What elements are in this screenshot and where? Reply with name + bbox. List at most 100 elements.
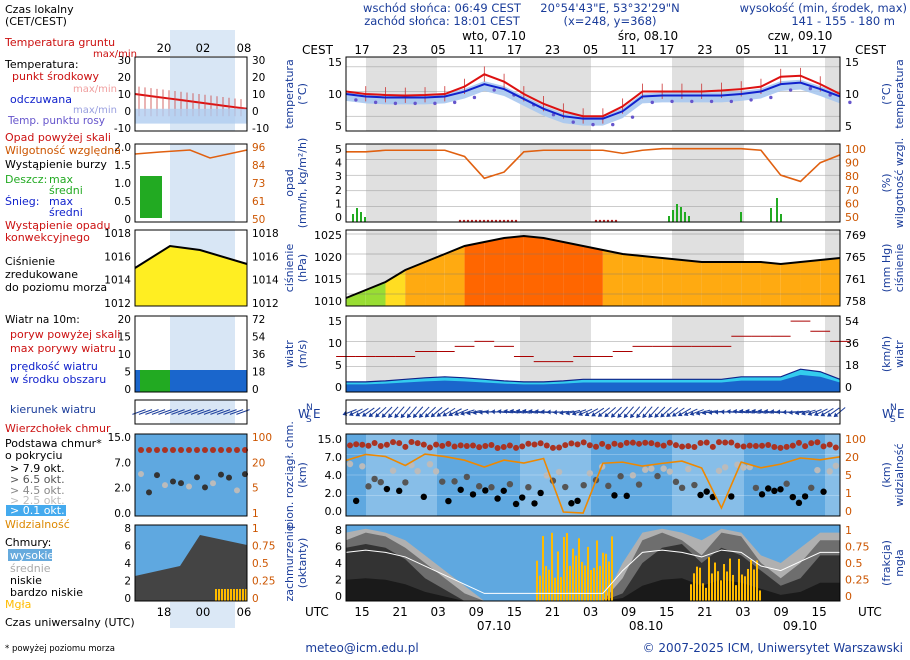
cloud-top-dot: [543, 442, 550, 449]
wind-arrow-head: [769, 409, 775, 415]
tick-right-cloud: 20: [845, 451, 859, 464]
side-label-right-cover: (frakcja) mgła: [880, 540, 906, 586]
mini-wind-arrow-shaft: [203, 409, 218, 415]
mini-wind-arrow: [171, 409, 185, 415]
legend-very-low: bardzo niskie: [10, 586, 83, 599]
cloud-top-dot: [728, 439, 735, 446]
mini-cloud-base-dot: [234, 487, 240, 494]
wind-arrow-head: [412, 413, 418, 419]
side-label-right-press: (mm Hg) ciśnienie: [880, 244, 906, 293]
wind-arrow: [604, 407, 616, 418]
top-hour-label: 17: [659, 43, 674, 57]
wind-arrow-head: [714, 409, 719, 415]
cloud-base-dot: [832, 462, 840, 469]
fog-bar: [584, 565, 586, 601]
legend-conv2: konwekcyjnego: [5, 231, 90, 244]
tick-left-wind: 5: [335, 359, 342, 372]
fog-bar: [587, 546, 589, 601]
wind-arrow-head: [672, 412, 677, 417]
side-label-right-cloud-1: (km): [880, 462, 893, 488]
wind-arrow-head: [515, 408, 521, 414]
cloud-base-dot: [801, 493, 809, 500]
tick-right-cover: 0: [845, 590, 852, 603]
dew-point-dot: [433, 101, 437, 106]
wind-arrow: [788, 409, 804, 415]
panel-frame-cover: [345, 524, 841, 602]
mini-cloud-base-dot: [186, 483, 192, 490]
mini-fog-bar: [233, 589, 235, 601]
cloud-top-dot: [414, 440, 421, 447]
tick-left-cloud: 7.0: [325, 451, 343, 464]
legend-pressure-2: zredukowane: [5, 268, 78, 281]
cloud-top-dot: [691, 443, 698, 450]
wind-arrow: [400, 406, 411, 419]
top-axis-tz: CEST: [302, 43, 334, 57]
mini-tick-right-precip: 96: [252, 142, 266, 154]
wind-arrow: [597, 407, 611, 417]
cloud-base-dot: [414, 467, 421, 475]
fog-bar: [714, 562, 716, 601]
legend-soil-temp: Temperatura gruntu: [4, 36, 115, 49]
wind-arrow-head: [355, 411, 361, 417]
rain-bar: [780, 214, 782, 222]
cloud-base-dot: [463, 473, 471, 481]
tick-right-wind: 36: [845, 337, 859, 350]
cloud-base-dot: [685, 465, 692, 473]
compass-e-right: E: [897, 407, 905, 421]
wind-arrow-head: [521, 408, 527, 414]
height-values: 141 - 155 - 180 m: [791, 14, 895, 28]
legend-okt-1: > 7.9 okt.: [10, 462, 65, 475]
wind-arrow-head: [472, 410, 477, 416]
cloud-base-dot: [519, 494, 526, 501]
panel-frame-precip: [345, 143, 841, 223]
bottom-axis-tz: UTC: [305, 605, 329, 619]
dew-point-dot: [452, 100, 457, 105]
wind-arrow: [571, 409, 587, 416]
dew-point-dot: [571, 120, 575, 124]
compass-w-left: W: [298, 407, 310, 421]
mini-tick-left-wind: 10: [118, 349, 131, 361]
wind-arrow-head: [478, 409, 483, 415]
legend-snow: Śnieg:: [5, 195, 39, 208]
cloud-base-dot: [715, 467, 723, 474]
frame-layer: [134, 56, 841, 602]
wind-arrow-head: [707, 409, 713, 415]
tick-right-cover: 1: [845, 524, 852, 537]
mini-fog-bar: [224, 589, 226, 601]
legend-mid-point: punkt środkowy: [12, 70, 100, 83]
mini-tick-left-press: 1018: [104, 228, 131, 240]
mini-tick-right-wind: 36: [252, 349, 266, 361]
side-label-left-cloud: pion. rozciągł. chm. (km): [283, 421, 309, 529]
mini-wind-arrow-shaft: [158, 409, 172, 415]
side-label-left-press-1: ciśnienie: [283, 244, 296, 293]
cloud-base-dot: [691, 481, 698, 489]
cloud-top-dot: [642, 439, 649, 446]
humidity-line: [346, 147, 841, 183]
wind-arrow: [349, 408, 363, 417]
legend-rain-mid: średni: [49, 184, 83, 197]
side-label-left-cover: zachmurzenie (oktanty): [283, 524, 309, 601]
cloud-base-dot: [574, 497, 581, 505]
mini-tick-right-cover: 1: [252, 523, 259, 535]
data-layer: [132, 66, 852, 601]
cloud-base-dot: [426, 460, 434, 468]
mini-frame-precip: [134, 143, 248, 223]
rain-bar: [364, 217, 366, 222]
fog-bar: [605, 553, 607, 601]
mini-tick-right-cover: 0: [252, 593, 259, 605]
footer-email[interactable]: meteo@icm.edu.pl: [305, 641, 418, 655]
wind-arrow: [636, 406, 647, 419]
rain-bar: [672, 210, 674, 222]
dew-point-dot: [670, 99, 674, 104]
tick-left-precip: 0: [335, 211, 342, 224]
tick-right-precip: 90: [845, 157, 859, 170]
tick-left-cover: 0: [335, 590, 342, 603]
tick-right-wind: 54: [845, 315, 859, 328]
mini-tick-right-press: 1012: [252, 298, 279, 310]
mini-wind-arrow: [203, 409, 218, 415]
cloud-base-dot: [383, 485, 391, 493]
pressure-fill: [602, 250, 623, 306]
cloud-base-dot: [617, 473, 624, 480]
fog-bar: [545, 566, 547, 601]
side-label-right-precip-2: wilgotność wzgl.: [893, 138, 906, 228]
